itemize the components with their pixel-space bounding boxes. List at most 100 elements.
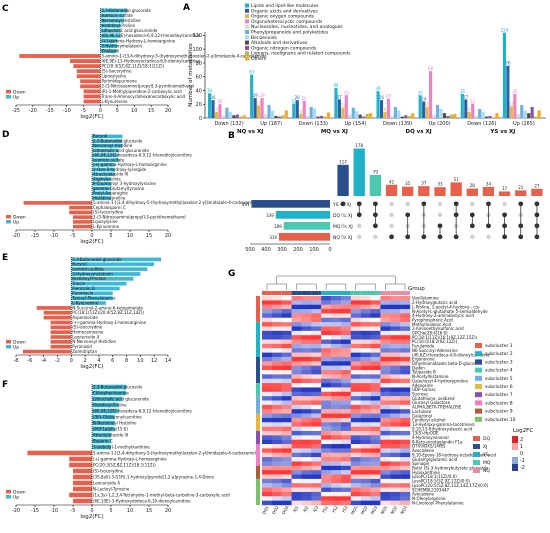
heatmap-cell — [271, 452, 282, 458]
group-strip — [301, 291, 312, 295]
heatmap-cell — [301, 396, 312, 401]
bar — [71, 267, 148, 271]
heatmap-cell — [340, 326, 351, 332]
heatmap-cell — [400, 322, 411, 327]
heatmap-cell — [262, 391, 273, 397]
y-tick-label: 60 — [196, 75, 202, 81]
legend-label: Up — [13, 220, 19, 226]
bar — [73, 486, 92, 492]
panel-e: E 2,3-Butanediol glucosideButyrolIsomicin… — [2, 253, 171, 370]
heatmap-cell — [370, 374, 381, 379]
x-tick-label: 20 — [165, 233, 171, 239]
heatmap-cell — [400, 483, 411, 488]
heatmap-cell — [400, 487, 411, 493]
heatmap-cell — [311, 426, 322, 432]
heatmap-cell — [400, 457, 411, 462]
heatmap-cell — [281, 330, 292, 336]
heatmap-cell — [380, 422, 391, 427]
bar — [376, 91, 380, 118]
heatmap-cell — [281, 391, 292, 397]
legend-swatch — [6, 495, 11, 499]
heatmap-cell — [331, 430, 342, 436]
heatmap-cell — [370, 296, 381, 301]
bar — [523, 110, 527, 118]
bar — [71, 286, 120, 291]
matrix-dot — [486, 234, 491, 240]
heatmap-cell — [331, 409, 342, 414]
heatmap-cell — [370, 326, 381, 332]
legend-label: Organic oxygen compounds — [251, 14, 315, 20]
heatmap-cell — [390, 378, 401, 384]
heatmap-cell — [340, 309, 351, 314]
heatmap-cell — [281, 296, 292, 301]
heatmap-cell — [321, 396, 332, 401]
heatmap-cell — [340, 426, 351, 432]
bar — [432, 114, 436, 118]
heatmap-cell — [262, 361, 273, 366]
heatmap-cell — [360, 361, 371, 366]
subcluster-strip — [256, 396, 260, 414]
bar — [83, 89, 101, 94]
legend-label: Up — [13, 345, 19, 351]
heatmap-cell — [262, 417, 273, 423]
heatmap-cell — [262, 465, 273, 471]
heatmap-cell — [271, 470, 282, 475]
heatmap-cell — [380, 470, 391, 475]
heatmap-cell — [380, 352, 391, 358]
heatmap-cell — [360, 374, 371, 379]
legend-swatch — [473, 436, 480, 441]
heatmap-cell — [311, 430, 322, 436]
intersection-bar — [337, 164, 349, 196]
matrix-dot — [470, 234, 475, 240]
heatmap-cell — [271, 500, 282, 506]
bar-label: Histidinylproline — [93, 195, 126, 200]
heatmap-cell — [262, 309, 273, 314]
heatmap-cell — [321, 400, 332, 406]
column-label: XJ1 — [292, 505, 300, 513]
group-strip — [360, 291, 371, 295]
x-tick-label: 400 — [261, 247, 271, 253]
heatmap-cell — [301, 474, 312, 480]
heatmap-cell — [331, 296, 342, 301]
group-strip — [331, 291, 341, 295]
heatmap-cell — [350, 444, 361, 449]
data-label: 28 — [470, 183, 476, 188]
bar — [537, 110, 541, 118]
bar — [260, 98, 264, 118]
data-label: 27 — [534, 183, 540, 188]
legend-swatch — [245, 24, 249, 29]
heatmap-cell — [340, 383, 351, 388]
heatmap-cell — [370, 409, 381, 414]
heatmap-cell — [350, 470, 361, 475]
heatmap-cell — [321, 478, 332, 484]
bar — [100, 38, 118, 43]
bar — [270, 110, 275, 118]
x-tick-label: 5 — [109, 508, 112, 514]
heatmap-cell — [331, 417, 342, 423]
heatmap-cell — [321, 457, 332, 462]
heatmap-cell — [331, 400, 342, 406]
heatmap-cell — [301, 339, 312, 345]
data-label: 34 — [486, 181, 492, 186]
legend-label: Up — [13, 95, 19, 101]
group-strip — [271, 291, 282, 295]
x-tick-label: -25 — [12, 108, 20, 114]
heatmap-cell — [262, 343, 273, 349]
heatmap-cell — [331, 465, 342, 471]
bar — [232, 115, 236, 118]
heatmap-cell — [370, 300, 381, 305]
bar — [299, 113, 303, 118]
intersection-bar — [498, 191, 511, 196]
bar-label: gamma-Glutamyltyrosine — [93, 186, 145, 191]
bar-label: (6E,9E,12E)-hexadeca-6,9,12-trienedioylc… — [93, 409, 192, 414]
bar — [302, 100, 306, 118]
heatmap-cell — [390, 404, 401, 410]
legend-label: Down — [13, 215, 26, 221]
bar — [92, 414, 115, 420]
heatmap-cell — [271, 404, 282, 410]
heatmap-cell — [311, 483, 322, 488]
heatmap-cell — [291, 452, 302, 458]
legend-swatch — [475, 392, 482, 398]
x-tick-label: 2 — [83, 358, 86, 364]
heatmap-cell — [291, 491, 302, 497]
